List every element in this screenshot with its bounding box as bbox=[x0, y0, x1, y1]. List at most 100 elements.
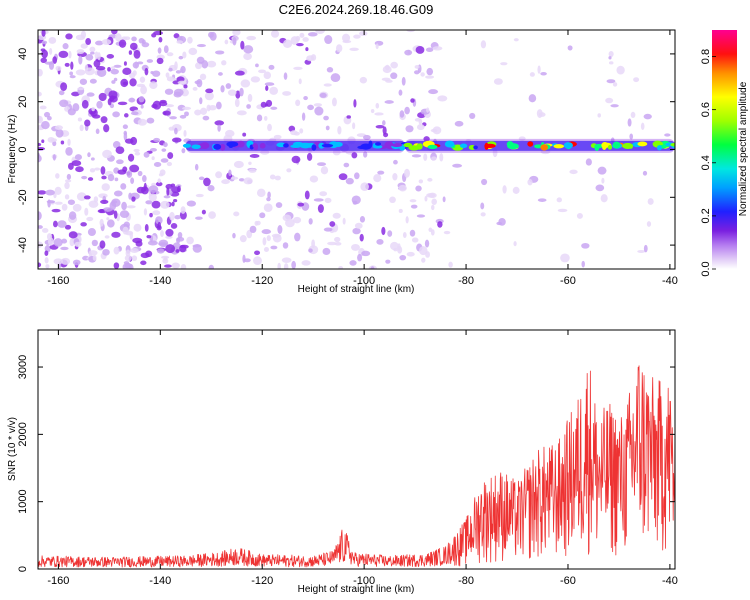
spectrogram-noise-blob bbox=[360, 182, 369, 192]
spectrogram-noise-blob bbox=[646, 221, 652, 227]
spectrogram-noise-blob bbox=[180, 264, 187, 269]
spectrogram-noise-blob bbox=[52, 154, 56, 161]
spectrogram-noise-blob bbox=[55, 65, 62, 71]
spectrogram-noise-blob bbox=[195, 193, 204, 198]
spectrogram-band-hotspot bbox=[391, 143, 403, 148]
spectrogram-noise-blob bbox=[158, 239, 169, 248]
spectrogram-noise-blob bbox=[323, 115, 329, 121]
spectrogram-noise-blob bbox=[498, 218, 506, 226]
spectrogram-band-hotspot bbox=[299, 142, 311, 147]
spectrogram-noise-blob bbox=[124, 138, 134, 144]
spectrogram-noise-blob bbox=[136, 83, 146, 88]
spectrogram-noise-blob bbox=[165, 235, 173, 239]
spectrogram-noise-blob bbox=[166, 76, 175, 82]
spectrogram-noise-blob bbox=[256, 188, 266, 198]
spectrogram-noise-blob bbox=[165, 72, 170, 78]
spectrogram-noise-blob bbox=[353, 99, 357, 108]
spectrogram-noise-blob bbox=[381, 226, 386, 236]
spectrogram-noise-blob bbox=[196, 78, 203, 88]
spectrogram-noise-blob bbox=[81, 175, 88, 180]
spectrogram-noise-blob bbox=[224, 129, 235, 138]
spectrogram-noise-blob bbox=[108, 90, 118, 100]
spectrogram-noise-blob bbox=[41, 139, 45, 144]
spectrogram-noise-blob bbox=[569, 169, 578, 175]
spectrogram-noise-blob bbox=[239, 235, 247, 243]
spectrogram-noise-blob bbox=[66, 173, 72, 180]
spectrogram-noise-blob bbox=[258, 69, 267, 74]
spectrogram-band-hotspot bbox=[612, 141, 621, 149]
spectrogram-noise-blob bbox=[513, 38, 519, 42]
spectrogram-noise-blob bbox=[384, 100, 394, 104]
spectrogram-noise-blob bbox=[156, 248, 165, 254]
spectrogram-noise-blob bbox=[54, 201, 63, 205]
spectrogram-band-hotspot bbox=[601, 142, 609, 149]
spectrogram-noise-blob bbox=[233, 211, 240, 217]
snr-y-tick-label: 3000 bbox=[17, 355, 29, 379]
spectrogram-noise-blob bbox=[122, 67, 132, 75]
spectrogram-noise-blob bbox=[354, 222, 363, 229]
spectrogram-noise-blob bbox=[101, 38, 112, 45]
spectrogram-noise-blob bbox=[215, 101, 222, 110]
colorbar-tick-label: 0.0 bbox=[700, 261, 712, 276]
spectrogram-noise-blob bbox=[398, 89, 403, 96]
spectrogram-noise-blob bbox=[377, 170, 385, 175]
spectrogram-noise-blob bbox=[72, 259, 81, 266]
spectrogram-noise-blob bbox=[399, 110, 405, 118]
spectrogram-noise-blob bbox=[537, 65, 541, 74]
spectrogram-noise-blob bbox=[255, 63, 259, 68]
spectrogram-noise-blob bbox=[176, 237, 181, 244]
spectrogram-noise-blob bbox=[528, 94, 537, 103]
spectrogram-noise-blob bbox=[264, 115, 268, 121]
spectrogram-noise-blob bbox=[85, 37, 92, 45]
spectrogram-noise-blob bbox=[208, 264, 215, 269]
spectrogram-noise-blob bbox=[199, 73, 207, 81]
spectrogram-noise bbox=[38, 30, 671, 269]
spectrogram-noise-blob bbox=[385, 259, 391, 264]
spectrogram-noise-blob bbox=[334, 241, 342, 246]
spectrogram-noise-blob bbox=[228, 169, 232, 177]
spectrogram-noise-blob bbox=[178, 55, 184, 60]
spectrogram-noise-blob bbox=[122, 166, 128, 173]
spectrogram-noise-blob bbox=[80, 43, 88, 49]
spectrogram-noise-blob bbox=[418, 118, 423, 125]
spectrogram-noise-blob bbox=[74, 154, 82, 161]
spectrogram-noise-blob bbox=[220, 85, 225, 93]
spectrogram-noise-blob bbox=[102, 149, 112, 159]
spectrogram-noise-blob bbox=[151, 182, 157, 187]
spectrogram-noise-blob bbox=[41, 30, 46, 37]
spectrogram-noise-blob bbox=[140, 85, 147, 95]
spectrogram-noise-blob bbox=[196, 56, 205, 64]
spectrogram-noise-blob bbox=[163, 142, 168, 148]
spectrogram-noise-blob bbox=[272, 234, 282, 243]
spectrogram-noise-blob bbox=[302, 37, 309, 42]
spectrogram-noise-blob bbox=[227, 89, 237, 96]
spectrogram-noise-blob bbox=[256, 114, 263, 122]
spectrogram-noise-blob bbox=[202, 115, 210, 121]
spectrogram-noise-blob bbox=[54, 186, 62, 196]
spectrogram-noise-blob bbox=[130, 177, 135, 185]
spectrogram-noise-blob bbox=[114, 33, 122, 42]
spectrogram-band-hotspot bbox=[594, 144, 600, 151]
spectrogram-noise-blob bbox=[263, 71, 272, 80]
spectrogram-noise-blob bbox=[301, 260, 311, 266]
spectrogram-noise-blob bbox=[353, 34, 361, 39]
spectrogram-noise-blob bbox=[64, 194, 70, 200]
spectrogram-noise-blob bbox=[423, 153, 428, 161]
spectrogram-noise-blob bbox=[170, 183, 176, 188]
spectrogram-band-hotspot bbox=[321, 143, 334, 148]
spectrogram-noise-blob bbox=[167, 152, 174, 159]
spectrogram-noise-blob bbox=[94, 51, 99, 60]
spectrogram-noise-blob bbox=[234, 98, 240, 108]
spectrogram-noise-blob bbox=[246, 229, 253, 239]
figure-title: C2E6.2024.269.18.46.G09 bbox=[279, 2, 434, 17]
spectrogram-noise-blob bbox=[111, 231, 121, 238]
spectrogram-noise-blob bbox=[352, 227, 361, 235]
spectrogram-noise-blob bbox=[354, 172, 360, 180]
spectrogram-noise-blob bbox=[311, 239, 316, 249]
spectrogram-noise-blob bbox=[363, 151, 368, 158]
spectrogram-noise-blob bbox=[41, 227, 49, 233]
spectrogram-noise-blob bbox=[127, 153, 135, 162]
spectrogram-noise-blob bbox=[148, 193, 157, 202]
spectrogram-noise-blob bbox=[113, 246, 120, 255]
